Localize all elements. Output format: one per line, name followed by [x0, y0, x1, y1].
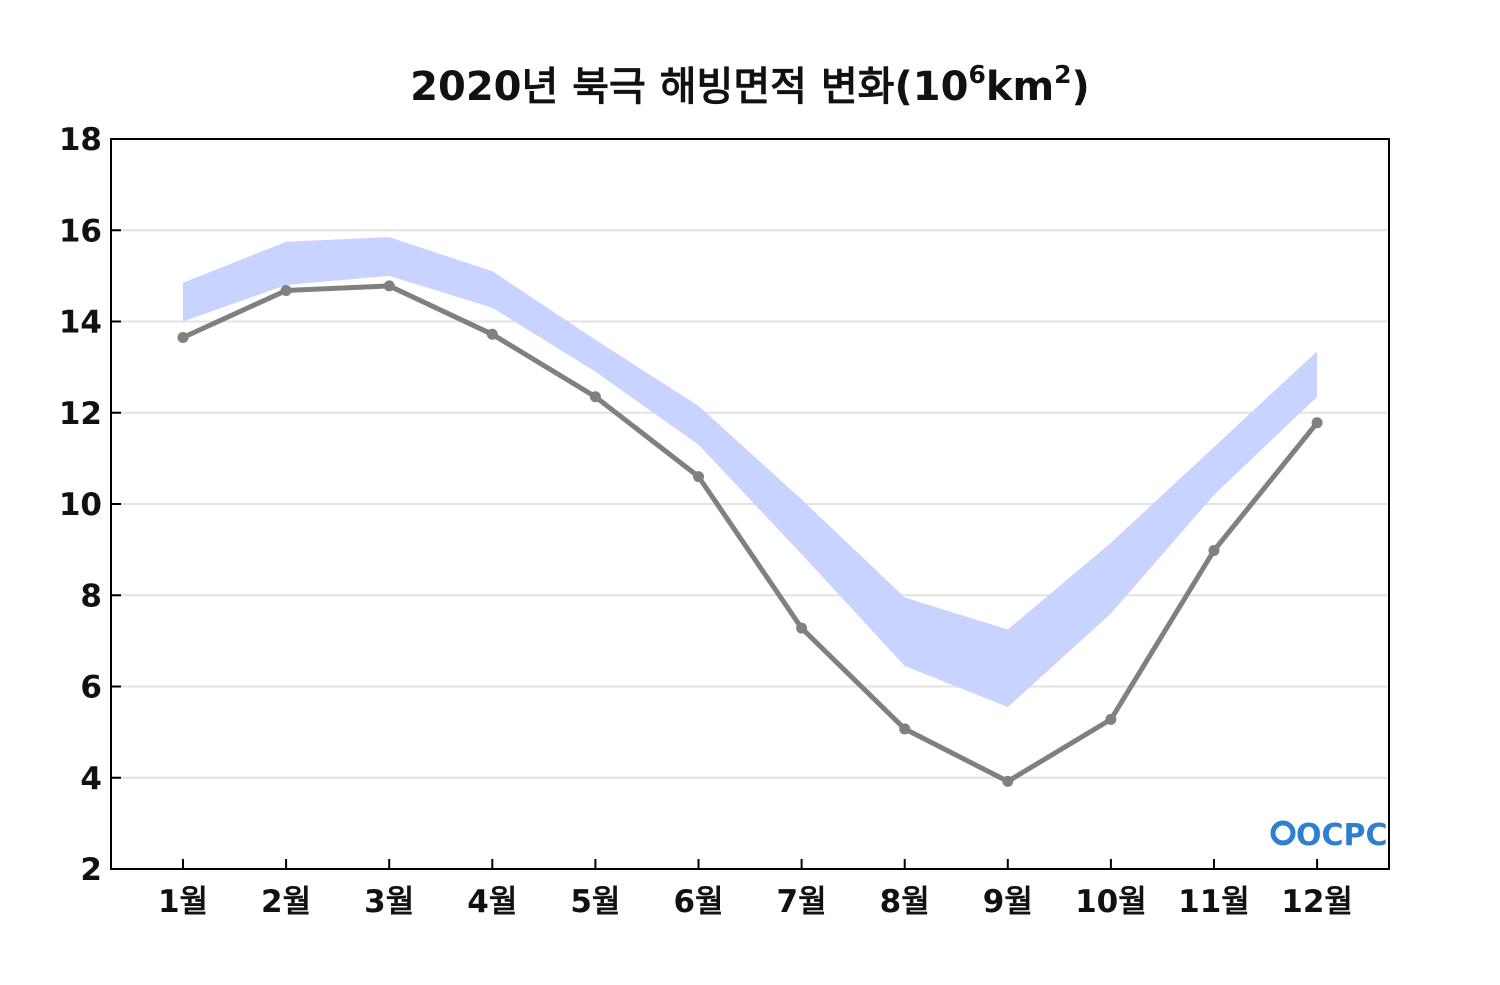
x-tick-label: 4월	[467, 884, 517, 920]
normal-range-band-group	[183, 237, 1318, 707]
x-tick-label: 12월	[1281, 884, 1353, 920]
x-tick-label: 1월	[158, 884, 208, 920]
y-tick-label: 14	[59, 305, 102, 341]
y-tick-label: 12	[59, 396, 102, 432]
data-point	[899, 723, 911, 735]
data-point	[177, 331, 189, 343]
data-point	[1311, 417, 1323, 429]
ocpc-logo: OCPC	[1270, 818, 1388, 853]
data-point	[486, 328, 498, 340]
x-axis-ticks: 1월 2월 3월 4월 5월 6월 7월 8월 9월 10월 11월 12월	[158, 859, 1353, 920]
data-point	[1208, 545, 1220, 557]
x-tick-label: 9월	[983, 884, 1033, 920]
x-tick-label: 2월	[261, 884, 311, 920]
data-point	[383, 280, 395, 292]
y-tick-label: 4	[80, 761, 102, 797]
x-tick-label: 5월	[570, 884, 620, 920]
y-tick-label: 2	[80, 852, 102, 888]
data-point	[280, 284, 292, 296]
grid-lines	[111, 229, 1389, 779]
x-tick-label: 8월	[880, 884, 930, 920]
x-tick-label: 3월	[364, 884, 414, 920]
ocpc-logo-text: OCPC	[1296, 818, 1388, 853]
x-tick-label: 10월	[1075, 884, 1147, 920]
data-point	[589, 391, 601, 403]
y-tick-label: 6	[80, 670, 102, 706]
y-tick-label: 10	[59, 487, 102, 523]
ocpc-logo-o-icon	[1270, 820, 1296, 846]
chart-title: 2020년 북극 해빙면적 변화(106km2)	[410, 60, 1090, 110]
y-tick-label: 16	[59, 213, 102, 249]
y-tick-label: 8	[80, 578, 102, 614]
data-point	[1002, 775, 1014, 787]
series-line-2020	[180, 283, 1320, 784]
data-point	[796, 622, 808, 634]
x-tick-label: 6월	[673, 884, 723, 920]
data-point	[693, 471, 704, 483]
y-tick-label: 18	[59, 122, 102, 158]
x-tick-label: 7월	[777, 884, 827, 920]
data-point	[1105, 713, 1117, 725]
data-points	[177, 280, 1323, 787]
normal-range-band	[183, 237, 1318, 707]
series-line-group	[180, 283, 1320, 784]
y-axis-ticks: 2 4 6 8 10 12 14 16 18	[59, 122, 121, 888]
x-tick-label: 11월	[1178, 884, 1250, 920]
